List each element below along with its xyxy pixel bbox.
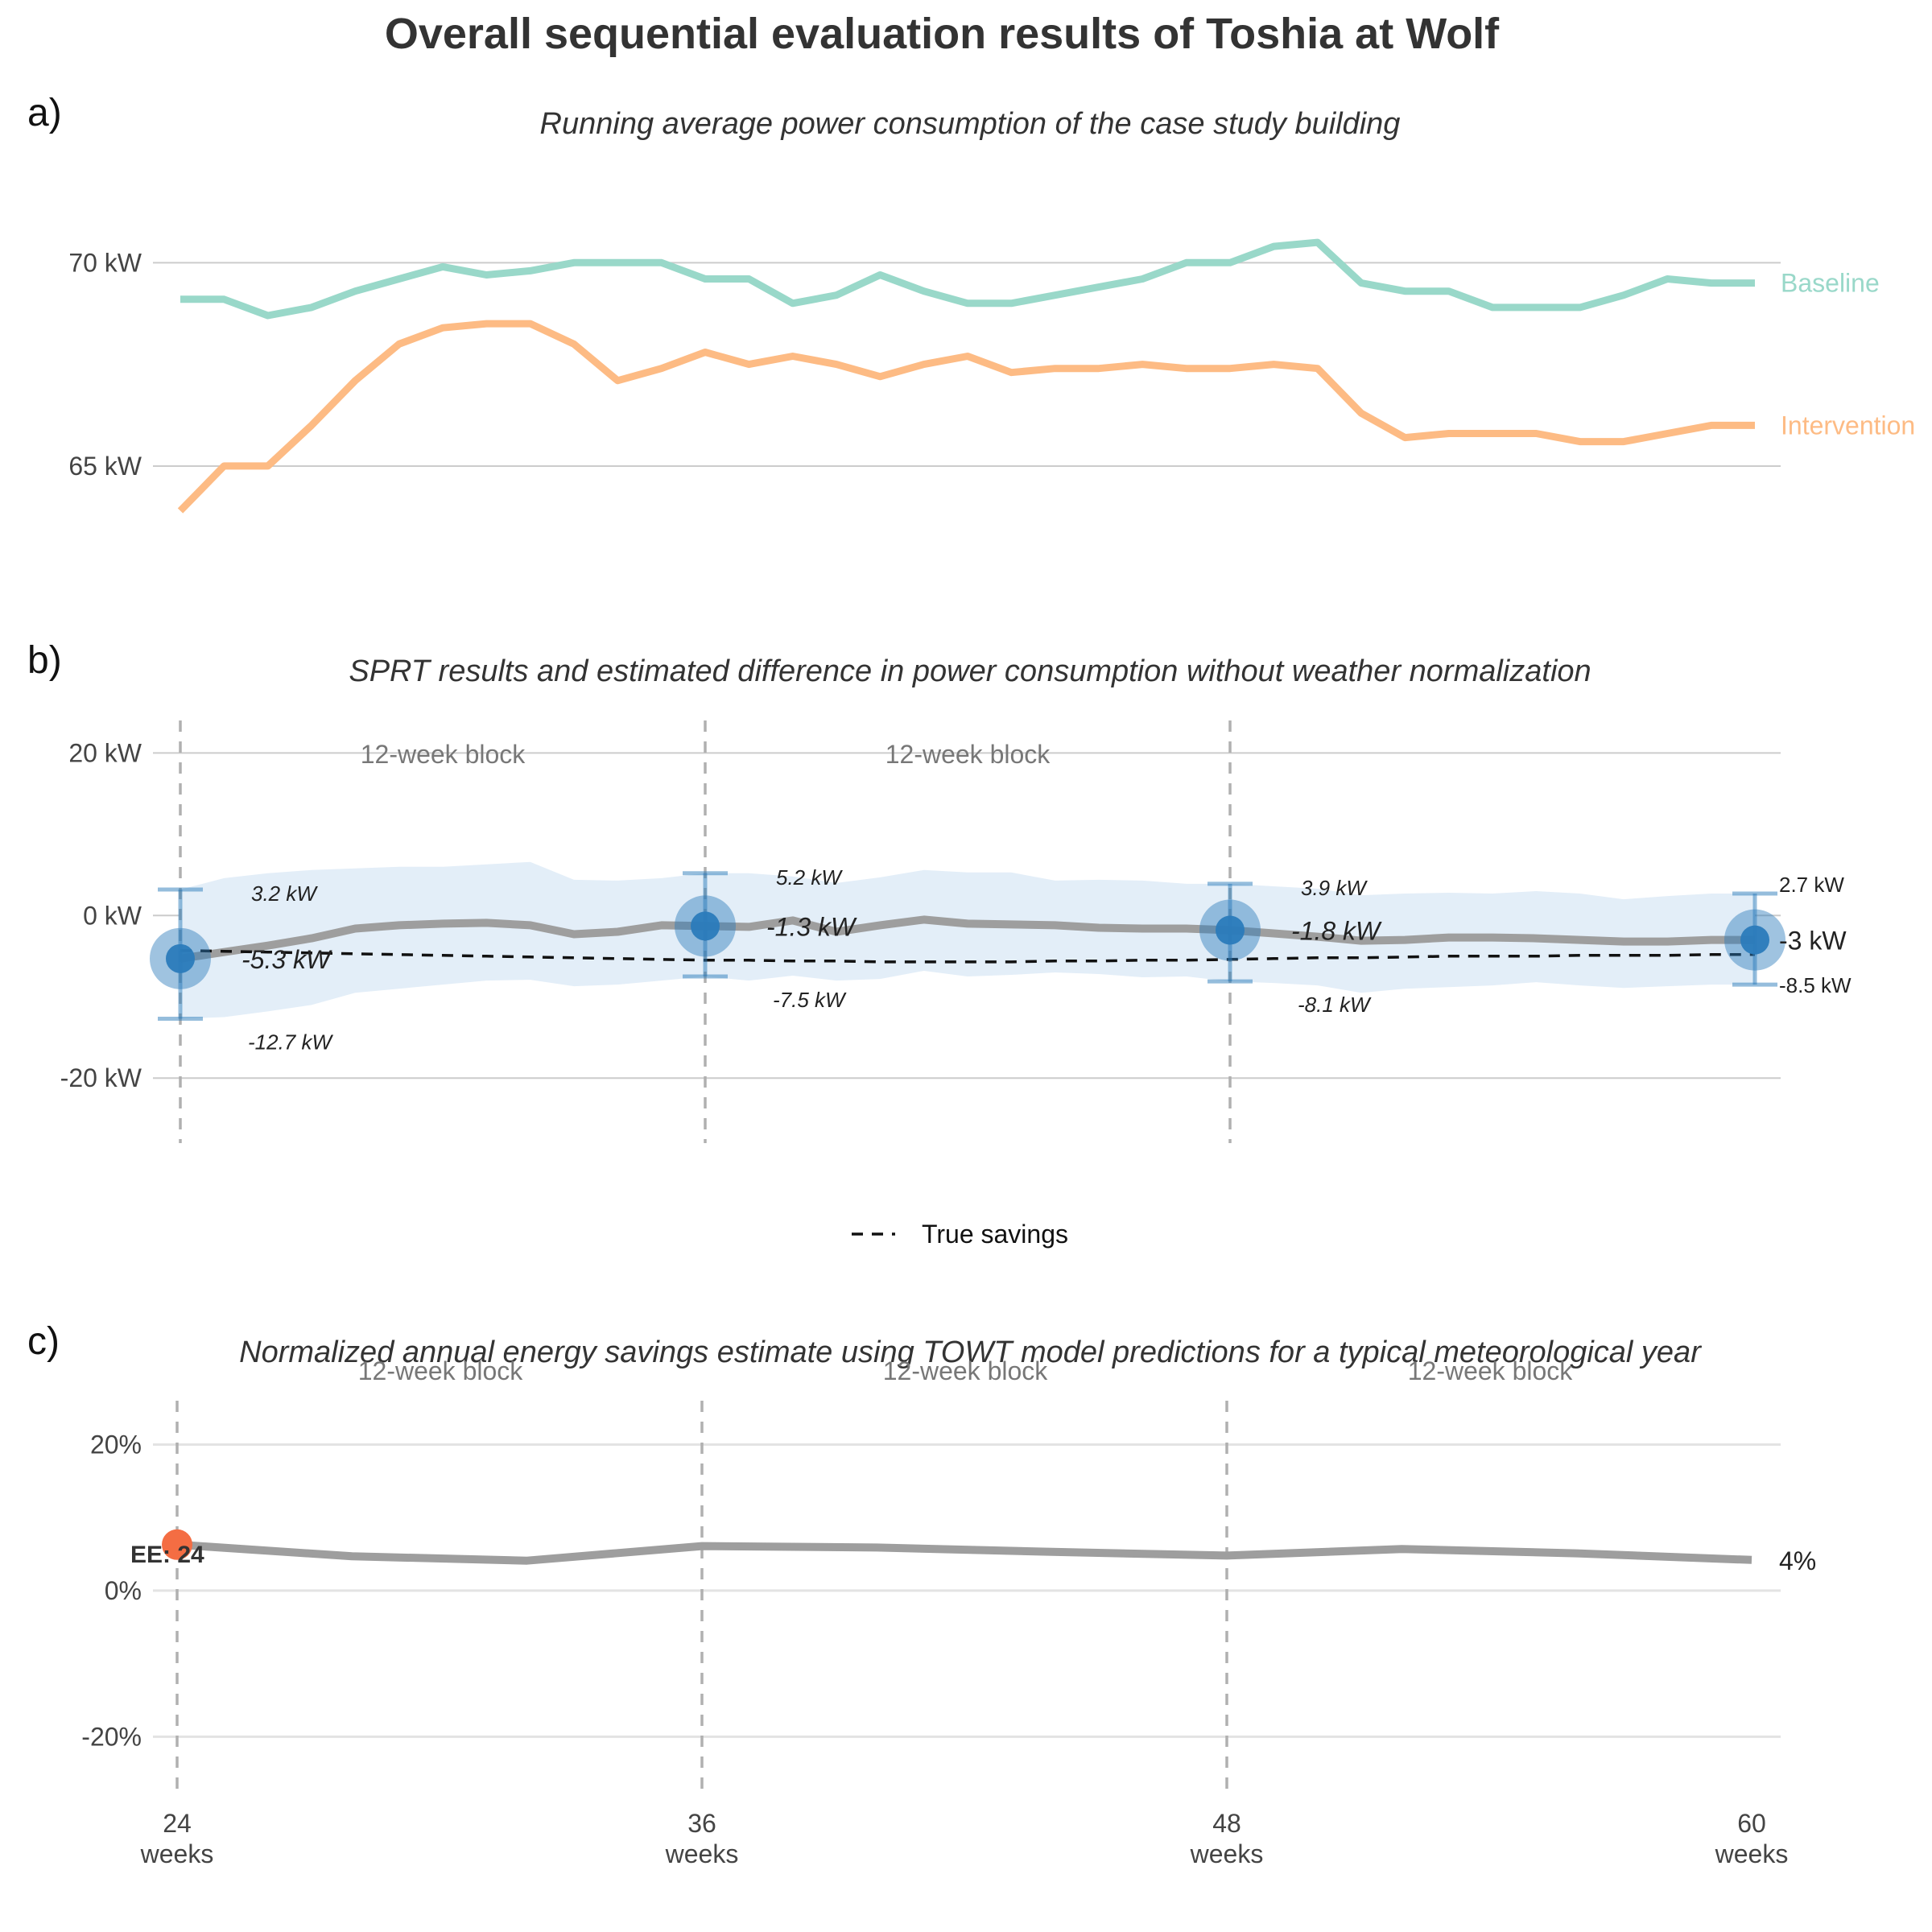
panel-b-checkpoint-point [1740,925,1769,955]
panel-b-y-tick-label: 20 kW [68,738,142,767]
panel-c-savings-line [176,1540,1752,1565]
panel-b-estimate-label: -1.3 kW [766,912,857,941]
panel-b-subtitle: SPRT results and estimated difference in… [349,654,1591,688]
panel-c-early-end-label: EE: 24 [130,1542,204,1568]
panel-b-lower-label: -7.5 kW [773,988,847,1012]
panel-b-block-label: 12-week block [886,740,1051,769]
x-tick-label: 48 [1212,1809,1241,1838]
panel-c-letter: c) [27,1320,60,1363]
panel-b-sprt-chart: b) SPRT results and estimated difference … [27,639,1852,1249]
panel-b-y-tick-label: -20 kW [60,1063,142,1092]
x-tick-label: 36 [687,1809,716,1838]
panel-b-lower-label: -12.7 kW [248,1030,333,1055]
panel-b-checkpoint-point [691,911,720,941]
panel-a-subtitle: Running average power consumption of the… [540,107,1401,141]
x-tick-unit: weeks [140,1839,214,1868]
panel-b-legend: True savings [852,1220,1068,1249]
x-tick-unit: weeks [665,1839,739,1868]
panel-c-y-tick-label: -20% [81,1722,142,1751]
panel-b-estimate-label: -1.8 kW [1291,916,1382,945]
panel-a-y-tick-label: 65 kW [68,452,142,481]
panel-b-letter: b) [27,639,62,682]
panel-b-upper-label: 3.2 kW [251,881,318,906]
panel-b-upper-label: 5.2 kW [776,865,843,890]
panel-b-lower-label: -8.5 kW [1779,973,1852,997]
panel-b-upper-label: 2.7 kW [1779,873,1844,897]
panel-c-y-tick-label: 0% [105,1576,142,1605]
panel-b-estimate-label: -3 kW [1779,927,1847,956]
panel-c-early-end-marker [162,1529,192,1560]
panel-b-confidence-band [180,861,1755,1019]
panel-b-checkpoint-point [166,943,195,973]
panel-a-letter: a) [27,92,62,134]
panel-c-y-tick-label: 20% [90,1430,142,1459]
panel-b-checkpoint-point [1216,915,1245,945]
panel-b-y-tick-label: 0 kW [83,901,142,930]
panel-b-lower-label: -8.1 kW [1298,993,1372,1017]
panel-b-estimate-line [180,915,1755,963]
panel-b-block-label: 12-week block [361,740,526,769]
legend-true-savings-label: True savings [922,1220,1068,1249]
panel-a-series-label-intervention: Intervention [1781,411,1915,440]
panel-b-true-savings-line [180,948,1755,964]
panel-b-upper-label: 3.9 kW [1301,876,1368,900]
figure-title: Overall sequential evaluation results of… [385,10,1500,58]
x-tick-label: 24 [163,1809,192,1838]
panel-a-series-intervention [177,320,1755,514]
panel-c-block-label: 12-week block [1408,1356,1574,1385]
x-tick-label: 60 [1737,1809,1766,1838]
panel-c-block-label: 12-week block [883,1356,1049,1385]
panel-c-block-label: 12-week block [358,1356,524,1385]
panel-c-normalized-savings-chart: c) Normalized annual energy savings estim… [27,1320,1816,1795]
x-tick-unit: weeks [1190,1839,1264,1868]
panel-c-subtitle: Normalized annual energy savings estimat… [239,1335,1702,1369]
panel-a-y-tick-label: 70 kW [68,248,142,277]
x-tick-unit: weeks [1715,1839,1789,1868]
panel-a-running-average-chart: a) Running average power consumption of t… [27,92,1915,514]
panel-a-series-baseline [180,238,1755,320]
panel-a-series-label-baseline: Baseline [1781,269,1880,298]
panel-c-end-label: 4% [1779,1546,1816,1575]
panel-b-estimate-label: -5.3 kW [242,945,332,974]
